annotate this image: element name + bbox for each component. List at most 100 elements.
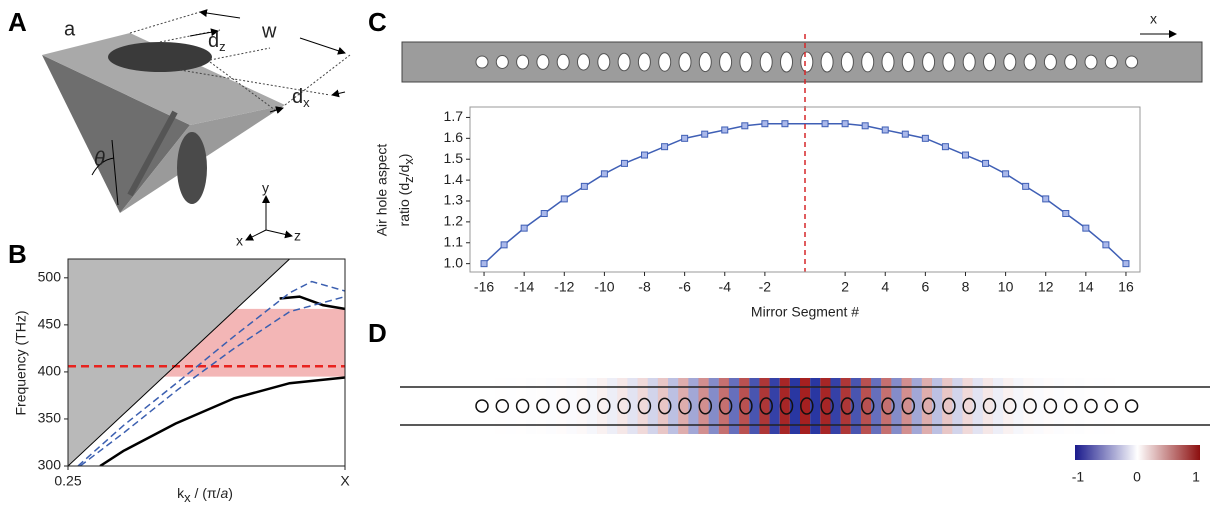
hole [475, 55, 489, 69]
hole [637, 52, 651, 72]
field-stripe [921, 378, 932, 434]
marker [520, 224, 528, 232]
y-tick-label: 1.3 [444, 192, 464, 208]
unit-cell-diagram: a w dz dx θ x y z [42, 9, 351, 249]
hole [718, 397, 733, 415]
arrow [331, 89, 346, 98]
field-stripe [607, 378, 618, 434]
field-stripe [698, 378, 709, 434]
hole [719, 51, 733, 73]
field-stripe [982, 378, 993, 434]
hole [637, 397, 652, 415]
y-tick-label: 500 [38, 269, 62, 285]
hole [678, 397, 692, 415]
y-tick-label: 350 [38, 410, 62, 426]
hole [678, 52, 692, 72]
colorbar-tick-label: 0 [1133, 469, 1141, 485]
panel-label: A [8, 7, 27, 37]
label-part: x [401, 158, 416, 165]
hole [800, 397, 814, 415]
field-stripe [931, 378, 943, 434]
hole [739, 51, 753, 73]
hole [759, 397, 773, 415]
hole [942, 397, 956, 415]
x-axis-label: kx / (π/a) [177, 485, 233, 506]
marker [661, 143, 669, 151]
x-tick-label: 12 [1038, 279, 1054, 295]
marker [681, 134, 689, 142]
x-axis-label: Mirror Segment # [751, 304, 859, 320]
label-part: x [184, 490, 191, 505]
colorbar [1075, 445, 1200, 460]
label-sub: x [303, 95, 310, 110]
series-line [79, 295, 345, 466]
hole [556, 53, 570, 71]
marker [881, 126, 889, 134]
dim-line [129, 11, 201, 34]
x-tick-label: -10 [594, 279, 614, 295]
hole [1003, 53, 1017, 71]
field-stripe [749, 378, 760, 434]
field-stripe [718, 378, 729, 434]
label-dx: dx [292, 86, 310, 110]
field-holes [475, 397, 1139, 415]
marker [1002, 170, 1010, 178]
x-tick-label: 4 [881, 279, 889, 295]
arrow [189, 28, 219, 37]
hole [840, 397, 855, 415]
hole [759, 51, 773, 73]
hole [698, 397, 713, 415]
field-stripe [871, 378, 882, 434]
hole [901, 397, 916, 415]
hole [921, 397, 936, 415]
x-tick-label: -16 [474, 279, 494, 295]
hole [800, 51, 814, 73]
field-stripe [586, 378, 598, 434]
hole [1023, 53, 1037, 71]
field-stripe [992, 378, 1004, 434]
hole [1124, 399, 1139, 413]
left-face [42, 55, 190, 213]
field-stripe [962, 378, 973, 434]
hole [556, 398, 570, 414]
hole [1003, 398, 1017, 414]
hole [617, 52, 631, 72]
label-w: w [261, 20, 277, 42]
marker [1062, 210, 1070, 218]
hole [577, 53, 590, 71]
plot-frame [469, 106, 1141, 273]
field-stripe [901, 378, 912, 434]
marker [480, 260, 488, 268]
hole [779, 397, 794, 415]
hole [962, 397, 976, 415]
arrow [299, 37, 346, 55]
x-tick-label: 10 [998, 279, 1014, 295]
panel-label: B [8, 239, 27, 269]
y-tick-label: 300 [38, 457, 62, 473]
x-tick-label: -2 [759, 279, 772, 295]
hole [698, 51, 712, 73]
marker [1102, 241, 1110, 249]
top-face [42, 33, 285, 125]
x-tick-label: -4 [719, 279, 732, 295]
marker [641, 151, 649, 159]
marker [1022, 182, 1030, 190]
x-tick-label: 14 [1078, 279, 1094, 295]
field-stripe [850, 378, 861, 434]
hole [1084, 398, 1098, 414]
x-tick-label: 0.25 [54, 473, 81, 489]
arrow [269, 106, 284, 114]
hole [515, 398, 530, 414]
hole [1063, 398, 1078, 414]
y-tick-label: 1.1 [444, 233, 464, 249]
field-stripe [759, 378, 770, 434]
colorbar-tick-label: 1 [1192, 469, 1200, 485]
x-tick-label: -8 [638, 279, 651, 295]
direction-label: x [1150, 11, 1157, 27]
field-stripe [911, 378, 922, 434]
marker [741, 122, 749, 130]
marker [761, 120, 769, 128]
marker [781, 120, 789, 128]
field-stripe [1013, 378, 1024, 434]
